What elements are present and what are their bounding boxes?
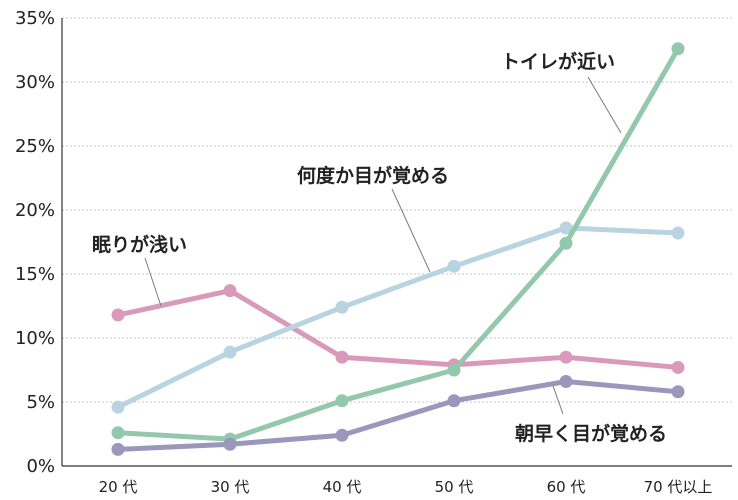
x-tick-label: 70 代以上 <box>644 478 713 496</box>
axes <box>61 18 732 467</box>
y-tick-label: 5% <box>26 392 55 413</box>
x-tick-label: 20 代 <box>99 478 138 496</box>
data-point <box>559 350 573 364</box>
leader-line-shallow-sleep <box>144 257 162 307</box>
data-point <box>335 350 349 364</box>
data-point <box>111 442 125 456</box>
data-point <box>111 400 125 414</box>
series-line <box>115 46 681 442</box>
data-point <box>223 345 237 359</box>
x-axis-tick-labels: 20 代 30 代 40 代 50 代 60 代 70 代以上 <box>99 478 713 496</box>
gridlines <box>62 17 732 403</box>
x-tick-label: 30 代 <box>211 478 250 496</box>
x-tick-label: 50 代 <box>435 478 474 496</box>
leader-line-wake-several <box>391 188 431 273</box>
data-point <box>559 375 573 389</box>
series-group <box>111 284 685 374</box>
data-point <box>559 221 573 235</box>
data-point <box>671 360 685 374</box>
x-tick-label: 60 代 <box>547 478 586 496</box>
y-tick-label: 35% <box>15 8 55 29</box>
series-lines <box>111 42 685 456</box>
leader-line-toilet <box>587 76 622 134</box>
data-point <box>447 394 461 408</box>
annotation-label-toilet: トイレが近い <box>501 50 615 73</box>
y-tick-label: 10% <box>15 328 55 349</box>
data-point <box>671 42 685 56</box>
data-point <box>335 394 349 408</box>
data-point <box>335 300 349 314</box>
annotation-label-wake-several: 何度か目が覚める <box>297 164 449 187</box>
data-point <box>223 284 237 298</box>
series-annotations: 眠りが浅い 何度か目が覚める トイレが近い 朝早く目が覚める <box>92 50 667 445</box>
y-tick-label: 30% <box>15 72 55 93</box>
data-point <box>559 236 573 250</box>
series-group <box>111 221 685 414</box>
x-tick-label: 40 代 <box>323 478 362 496</box>
series-line <box>115 288 681 370</box>
data-point <box>447 259 461 273</box>
data-point <box>223 437 237 451</box>
data-point <box>335 428 349 442</box>
data-point <box>671 226 685 240</box>
series-line <box>115 379 681 452</box>
data-point <box>671 385 685 399</box>
annotation-label-shallow-sleep: 眠りが浅い <box>92 233 187 256</box>
y-tick-label: 20% <box>15 200 55 221</box>
leader-line-early-waking <box>552 385 564 415</box>
y-axis-tick-labels: 0% 5% 10% 15% 20% 25% 30% 35% <box>15 8 55 477</box>
series-line <box>115 225 681 410</box>
y-tick-label: 15% <box>15 264 55 285</box>
series-group <box>111 375 685 456</box>
annotation-label-early-waking: 朝早く目が覚める <box>515 422 667 445</box>
y-tick-label: 0% <box>26 456 55 477</box>
data-point <box>111 426 125 440</box>
data-point <box>111 308 125 322</box>
y-tick-label: 25% <box>15 136 55 157</box>
data-point <box>447 363 461 377</box>
